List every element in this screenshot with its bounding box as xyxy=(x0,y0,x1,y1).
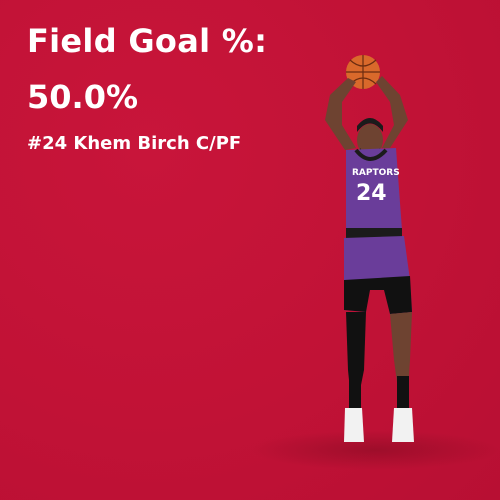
player-name: #24 Khem Birch C/PF xyxy=(27,133,242,154)
stat-value: 50.0% xyxy=(27,78,139,116)
jersey-number: 24 xyxy=(356,181,387,206)
stat-label: Field Goal %: xyxy=(27,22,268,60)
floor-shadow xyxy=(250,430,500,470)
player-image: RAPTORS 24 xyxy=(325,55,414,442)
jersey-text: RAPTORS xyxy=(352,168,400,178)
basketball-icon xyxy=(346,55,380,89)
